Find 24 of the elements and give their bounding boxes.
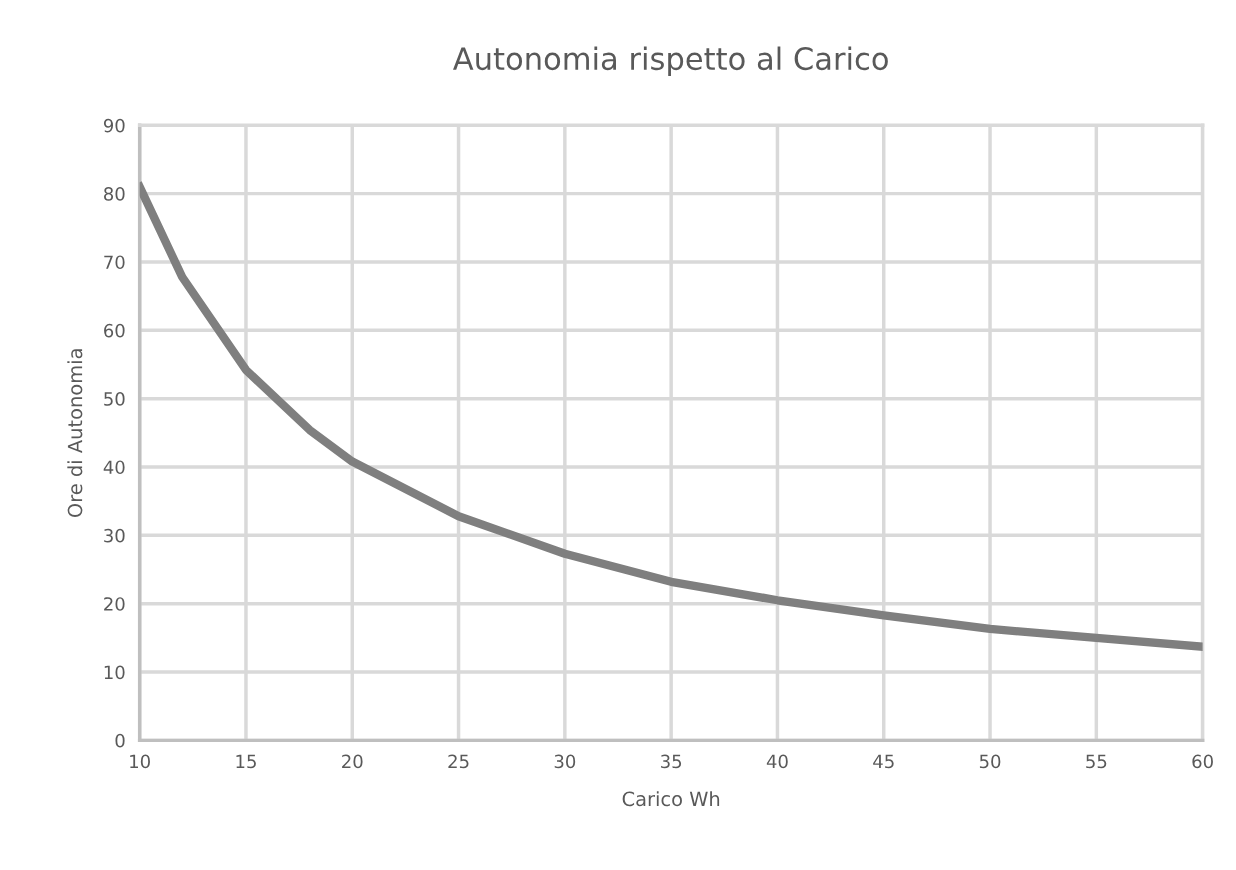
y-tick-label: 50 [104, 392, 125, 406]
y-tick-label: 0 [115, 733, 125, 748]
y-tick-label: 60 [104, 323, 125, 338]
y-tick-label: 80 [104, 187, 125, 201]
x-tick-label: 15 [236, 754, 256, 769]
y-tick-label: 20 [104, 597, 125, 611]
x-axis-title: Carico Wh [622, 791, 720, 807]
y-tick-label: 40 [103, 460, 125, 475]
chart-title: Autonomia rispetto al Carico [453, 46, 888, 77]
x-tick-label: 35 [661, 754, 682, 769]
x-tick-label: 55 [1086, 754, 1107, 769]
x-tick-label: 40 [766, 754, 788, 769]
y-tick-label: 90 [103, 118, 125, 133]
x-tick-label: 25 [448, 754, 469, 769]
x-tick-label: 50 [979, 754, 1001, 769]
x-tick-label: 20 [342, 754, 363, 769]
y-axis-title: Ore di Autonomia [67, 349, 83, 518]
x-tick-label: 60 [1192, 754, 1213, 769]
y-tick-label: 70 [104, 255, 125, 270]
y-tick-label: 30 [104, 528, 125, 543]
y-tick-label: 10 [104, 665, 125, 680]
x-tick-label: 10 [130, 754, 150, 769]
x-tick-label: 45 [873, 754, 894, 769]
x-tick-label: 30 [554, 754, 576, 769]
